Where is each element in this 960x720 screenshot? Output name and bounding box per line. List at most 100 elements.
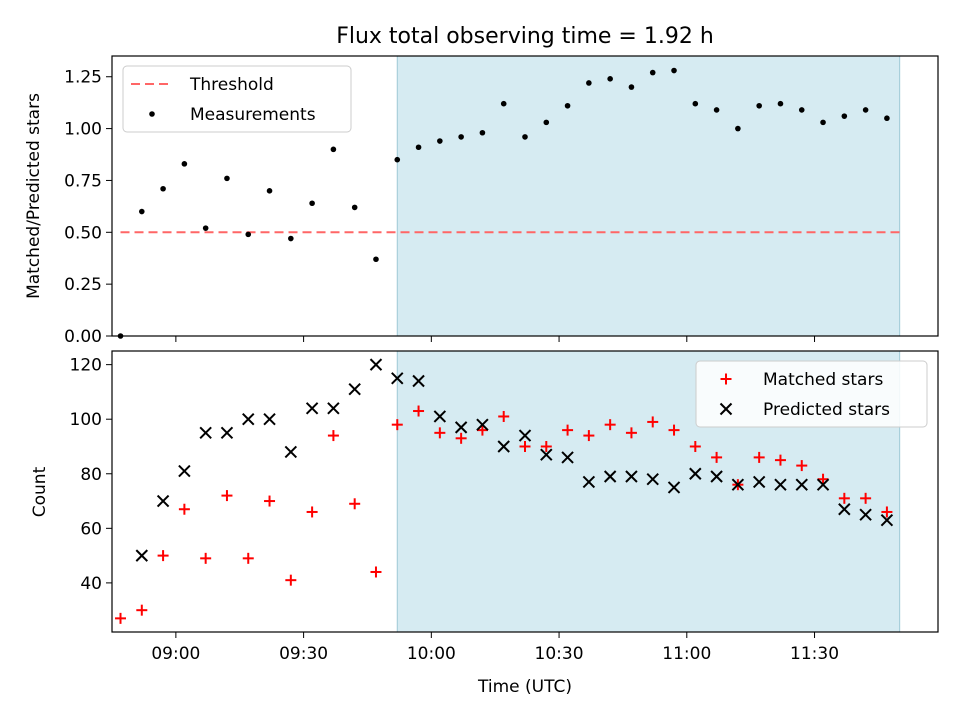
matched-stars-point	[711, 451, 723, 463]
predicted-stars-point	[476, 418, 489, 431]
top-y-tick-label: 0.75	[64, 171, 102, 191]
matched-stars-point	[264, 495, 276, 507]
predicted-stars-point-b	[646, 473, 659, 486]
measurements-point	[394, 156, 401, 163]
predicted-stars-point-b	[497, 440, 510, 453]
predicted-stars-point-b	[454, 421, 468, 434]
measurements-point	[543, 119, 550, 126]
measurements-point	[437, 138, 443, 144]
top-panel: 0.00 0.25 0.50 0.75 1.00 1.25 Matched/Predict…	[24, 55, 939, 347]
measurements-point	[181, 161, 188, 167]
predicted-stars-point	[561, 451, 574, 464]
matched-stars-point	[604, 419, 616, 431]
predicted-stars-point	[582, 475, 596, 489]
predicted-stars-point	[625, 470, 638, 483]
predicted-stars-point	[497, 440, 510, 453]
measurements-point	[415, 144, 422, 151]
x-tick-label: 11:30	[790, 644, 839, 664]
predicted-stars-point-b	[710, 470, 723, 483]
measurements-point	[266, 188, 273, 194]
measurements-point	[649, 69, 656, 76]
predicted-stars-point-b	[412, 374, 425, 388]
measurements-point	[798, 107, 805, 113]
matched-stars-point	[306, 506, 318, 518]
measurements-point	[671, 67, 677, 74]
predicted-stars-point-b	[816, 478, 830, 491]
matched-stars-point	[476, 424, 488, 436]
predicted-stars-point-b	[880, 513, 894, 527]
predicted-stars-point	[263, 412, 276, 426]
predicted-stars-point	[838, 503, 851, 516]
measurements-point	[884, 115, 890, 122]
measurements-point	[820, 119, 826, 126]
matched-stars-point	[519, 440, 531, 452]
matched-stars-point	[136, 604, 148, 616]
x-tick-label: 09:00	[151, 644, 200, 664]
matched-stars-point	[774, 454, 786, 466]
matched-stars-point	[689, 440, 701, 452]
top-y-tick-label: 1.25	[64, 68, 102, 88]
measurements-point	[288, 235, 294, 242]
measurements-point	[522, 134, 528, 140]
predicted-stars-point	[284, 445, 298, 459]
predicted-stars-point	[369, 358, 383, 371]
measurements-point	[628, 84, 635, 90]
measurements-point	[479, 129, 486, 136]
predicted-stars-point	[540, 448, 553, 461]
predicted-stars-point-b	[625, 470, 638, 483]
matched-stars-point	[115, 612, 127, 624]
predicted-stars-legend-label: Predicted stars	[763, 400, 890, 420]
measurements-point	[373, 256, 379, 263]
top-x-axis	[175, 336, 816, 342]
predicted-stars-point-b	[156, 494, 170, 508]
predicted-stars-point-b	[859, 508, 872, 521]
matched-stars-point	[413, 405, 425, 417]
measurements-point	[245, 231, 252, 238]
measurements-point	[713, 107, 720, 113]
top-y-tick-label: 0.25	[64, 275, 102, 295]
predicted-stars-point	[603, 470, 617, 483]
top-y-tick-label: 0.50	[64, 223, 102, 243]
measurements-point	[500, 100, 507, 107]
matched-stars-point	[285, 574, 297, 586]
matched-stars-point	[583, 430, 595, 442]
bottom-x-axis: 09:00 09:30 10:00 10:30 11:00 11:30	[151, 632, 839, 664]
predicted-stars-point	[199, 426, 212, 440]
measurements-point	[692, 100, 699, 107]
predicted-stars-point-b	[391, 372, 404, 385]
matched-stars-point	[370, 566, 382, 578]
matched-stars-point	[860, 492, 872, 504]
matched-stars-point	[562, 424, 574, 436]
predicted-stars-point-b	[199, 426, 212, 440]
predicted-stars-point	[795, 478, 808, 491]
matched-stars-point	[157, 550, 169, 562]
predicted-stars-legend-swatch	[719, 402, 733, 416]
predicted-stars-point	[305, 402, 319, 415]
predicted-stars-point	[646, 473, 659, 486]
top-legend: Threshold Measurements	[122, 65, 352, 133]
measurements-legend-label: Measurements	[190, 105, 316, 125]
bottom-y-tick-label: 80	[80, 465, 102, 485]
predicted-stars-point	[348, 382, 361, 396]
matched-stars-point	[796, 460, 808, 472]
matched-stars-legend-label: Matched stars	[763, 370, 883, 390]
measurements-point	[202, 225, 209, 231]
bottom-legend: Matched stars Predicted stars	[695, 360, 928, 428]
predicted-stars-point-b	[603, 470, 617, 483]
x-tick-label: 09:30	[279, 644, 328, 664]
predicted-stars-point-b	[774, 478, 787, 491]
bottom-y-tick-label: 100	[70, 410, 102, 430]
predicted-stars-point-b	[263, 412, 276, 426]
predicted-stars-point	[242, 412, 255, 426]
x-tick-label: 11:00	[662, 644, 711, 664]
predicted-stars-point-b	[582, 475, 596, 489]
measurements-point	[735, 125, 741, 132]
measurements-point	[756, 102, 762, 109]
top-y-tick-label: 1.00	[64, 120, 102, 140]
bottom-y-axis-label: Count	[30, 466, 50, 517]
predicted-stars-point-b	[561, 451, 574, 464]
bottom-panel: 40 60 80 100 120 09:00 09:30 10:00 10:30 11:00 11…	[30, 350, 939, 697]
matched-stars-point	[178, 503, 190, 515]
predicted-stars-point	[178, 464, 191, 478]
